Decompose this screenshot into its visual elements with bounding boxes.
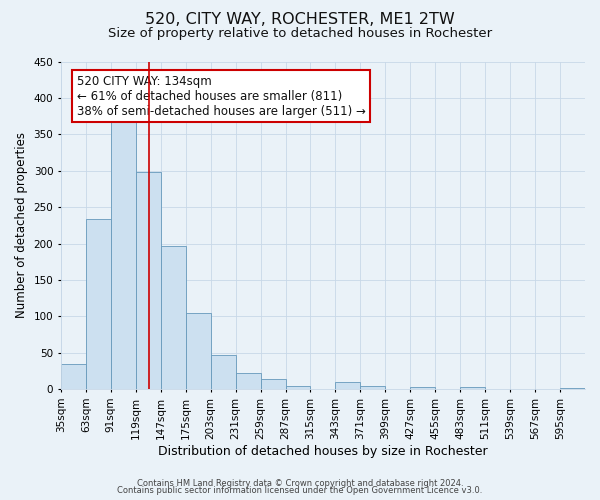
Bar — [460, 387, 485, 389]
Bar — [111, 120, 136, 389]
Bar — [286, 386, 310, 389]
Bar — [361, 386, 385, 389]
Bar — [410, 387, 435, 389]
Bar — [260, 379, 286, 389]
Text: 520, CITY WAY, ROCHESTER, ME1 2TW: 520, CITY WAY, ROCHESTER, ME1 2TW — [145, 12, 455, 28]
Bar — [161, 246, 186, 389]
Text: Size of property relative to detached houses in Rochester: Size of property relative to detached ho… — [108, 28, 492, 40]
Bar — [186, 312, 211, 389]
Text: Contains HM Land Registry data © Crown copyright and database right 2024.: Contains HM Land Registry data © Crown c… — [137, 478, 463, 488]
Bar — [86, 219, 111, 389]
Bar — [211, 355, 236, 389]
Bar — [61, 364, 86, 389]
Bar — [136, 172, 161, 389]
Y-axis label: Number of detached properties: Number of detached properties — [15, 132, 28, 318]
Bar — [236, 373, 260, 389]
Text: Contains public sector information licensed under the Open Government Licence v3: Contains public sector information licen… — [118, 486, 482, 495]
Text: 520 CITY WAY: 134sqm
← 61% of detached houses are smaller (811)
38% of semi-deta: 520 CITY WAY: 134sqm ← 61% of detached h… — [77, 74, 365, 118]
Bar — [560, 388, 585, 389]
Bar — [335, 382, 361, 389]
X-axis label: Distribution of detached houses by size in Rochester: Distribution of detached houses by size … — [158, 444, 488, 458]
